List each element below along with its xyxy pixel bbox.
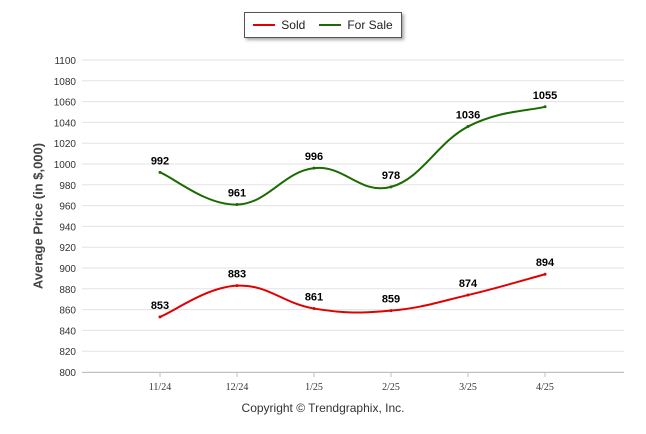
data-point-sold	[543, 272, 547, 276]
x-tick-label: 2/25	[382, 382, 400, 393]
data-label-sold: 859	[382, 294, 400, 306]
legend: Sold For Sale	[244, 12, 402, 38]
y-axis-label: Average Price (in $,000)	[30, 142, 46, 290]
data-label-sold: 894	[536, 257, 555, 269]
y-tick-label: 1000	[54, 160, 77, 171]
data-point-for-sale	[543, 105, 547, 109]
data-point-for-sale	[389, 185, 393, 189]
data-point-sold	[389, 309, 393, 313]
y-tick-label: 820	[59, 347, 76, 358]
y-tick-label: 1040	[54, 118, 77, 129]
data-point-sold	[158, 315, 162, 319]
y-tick-label: 1080	[54, 77, 77, 88]
data-label-sold: 874	[459, 278, 478, 290]
data-point-for-sale	[466, 125, 470, 129]
data-point-sold	[312, 307, 316, 311]
data-label-for-sale: 978	[382, 170, 400, 182]
legend-label-sold: Sold	[281, 18, 306, 32]
data-point-sold	[235, 284, 239, 288]
x-tick-label: 1/25	[305, 382, 323, 393]
legend-swatch-for-sale	[319, 24, 342, 26]
series-line-sold	[159, 273, 546, 318]
legend-label-for-sale: For Sale	[347, 18, 393, 32]
data-label-for-sale: 996	[305, 151, 323, 163]
legend-swatch-sold	[253, 24, 276, 26]
legend-item-for-sale[interactable]: For Sale	[319, 18, 393, 32]
x-tick-label: 12/24	[226, 382, 249, 393]
y-tick-label: 980	[59, 181, 76, 192]
copyright-footer: Copyright © Trendgraphix, Inc.	[241, 401, 405, 415]
y-tick-label: 1100	[54, 56, 76, 67]
data-point-for-sale	[158, 170, 162, 174]
legend-item-sold[interactable]: Sold	[253, 18, 305, 32]
x-tick-label: 4/25	[536, 382, 554, 393]
data-label-for-sale: 961	[228, 188, 246, 200]
data-label-sold: 883	[228, 269, 246, 281]
data-label-sold: 853	[151, 300, 169, 312]
y-tick-label: 1020	[54, 139, 77, 150]
data-point-sold	[466, 293, 470, 297]
y-tick-label: 860	[59, 306, 76, 317]
y-tick-label: 880	[59, 285, 76, 296]
data-label-sold: 861	[305, 292, 323, 304]
y-tick-label: 900	[59, 264, 76, 275]
x-tick-label: 11/24	[149, 382, 171, 393]
y-tick-label: 960	[59, 202, 76, 213]
data-label-for-sale: 1036	[456, 110, 480, 122]
y-tick-label: 800	[59, 368, 76, 379]
series-line-for-sale	[159, 105, 546, 206]
data-label-for-sale: 1055	[533, 90, 557, 102]
y-tick-label: 940	[59, 222, 76, 233]
y-tick-label: 1060	[54, 98, 77, 109]
data-point-for-sale	[235, 203, 239, 207]
data-point-for-sale	[312, 166, 316, 170]
y-tick-label: 840	[59, 326, 76, 337]
data-label-for-sale: 992	[151, 155, 169, 167]
y-tick-label: 920	[59, 243, 76, 254]
x-tick-label: 3/25	[459, 382, 477, 393]
